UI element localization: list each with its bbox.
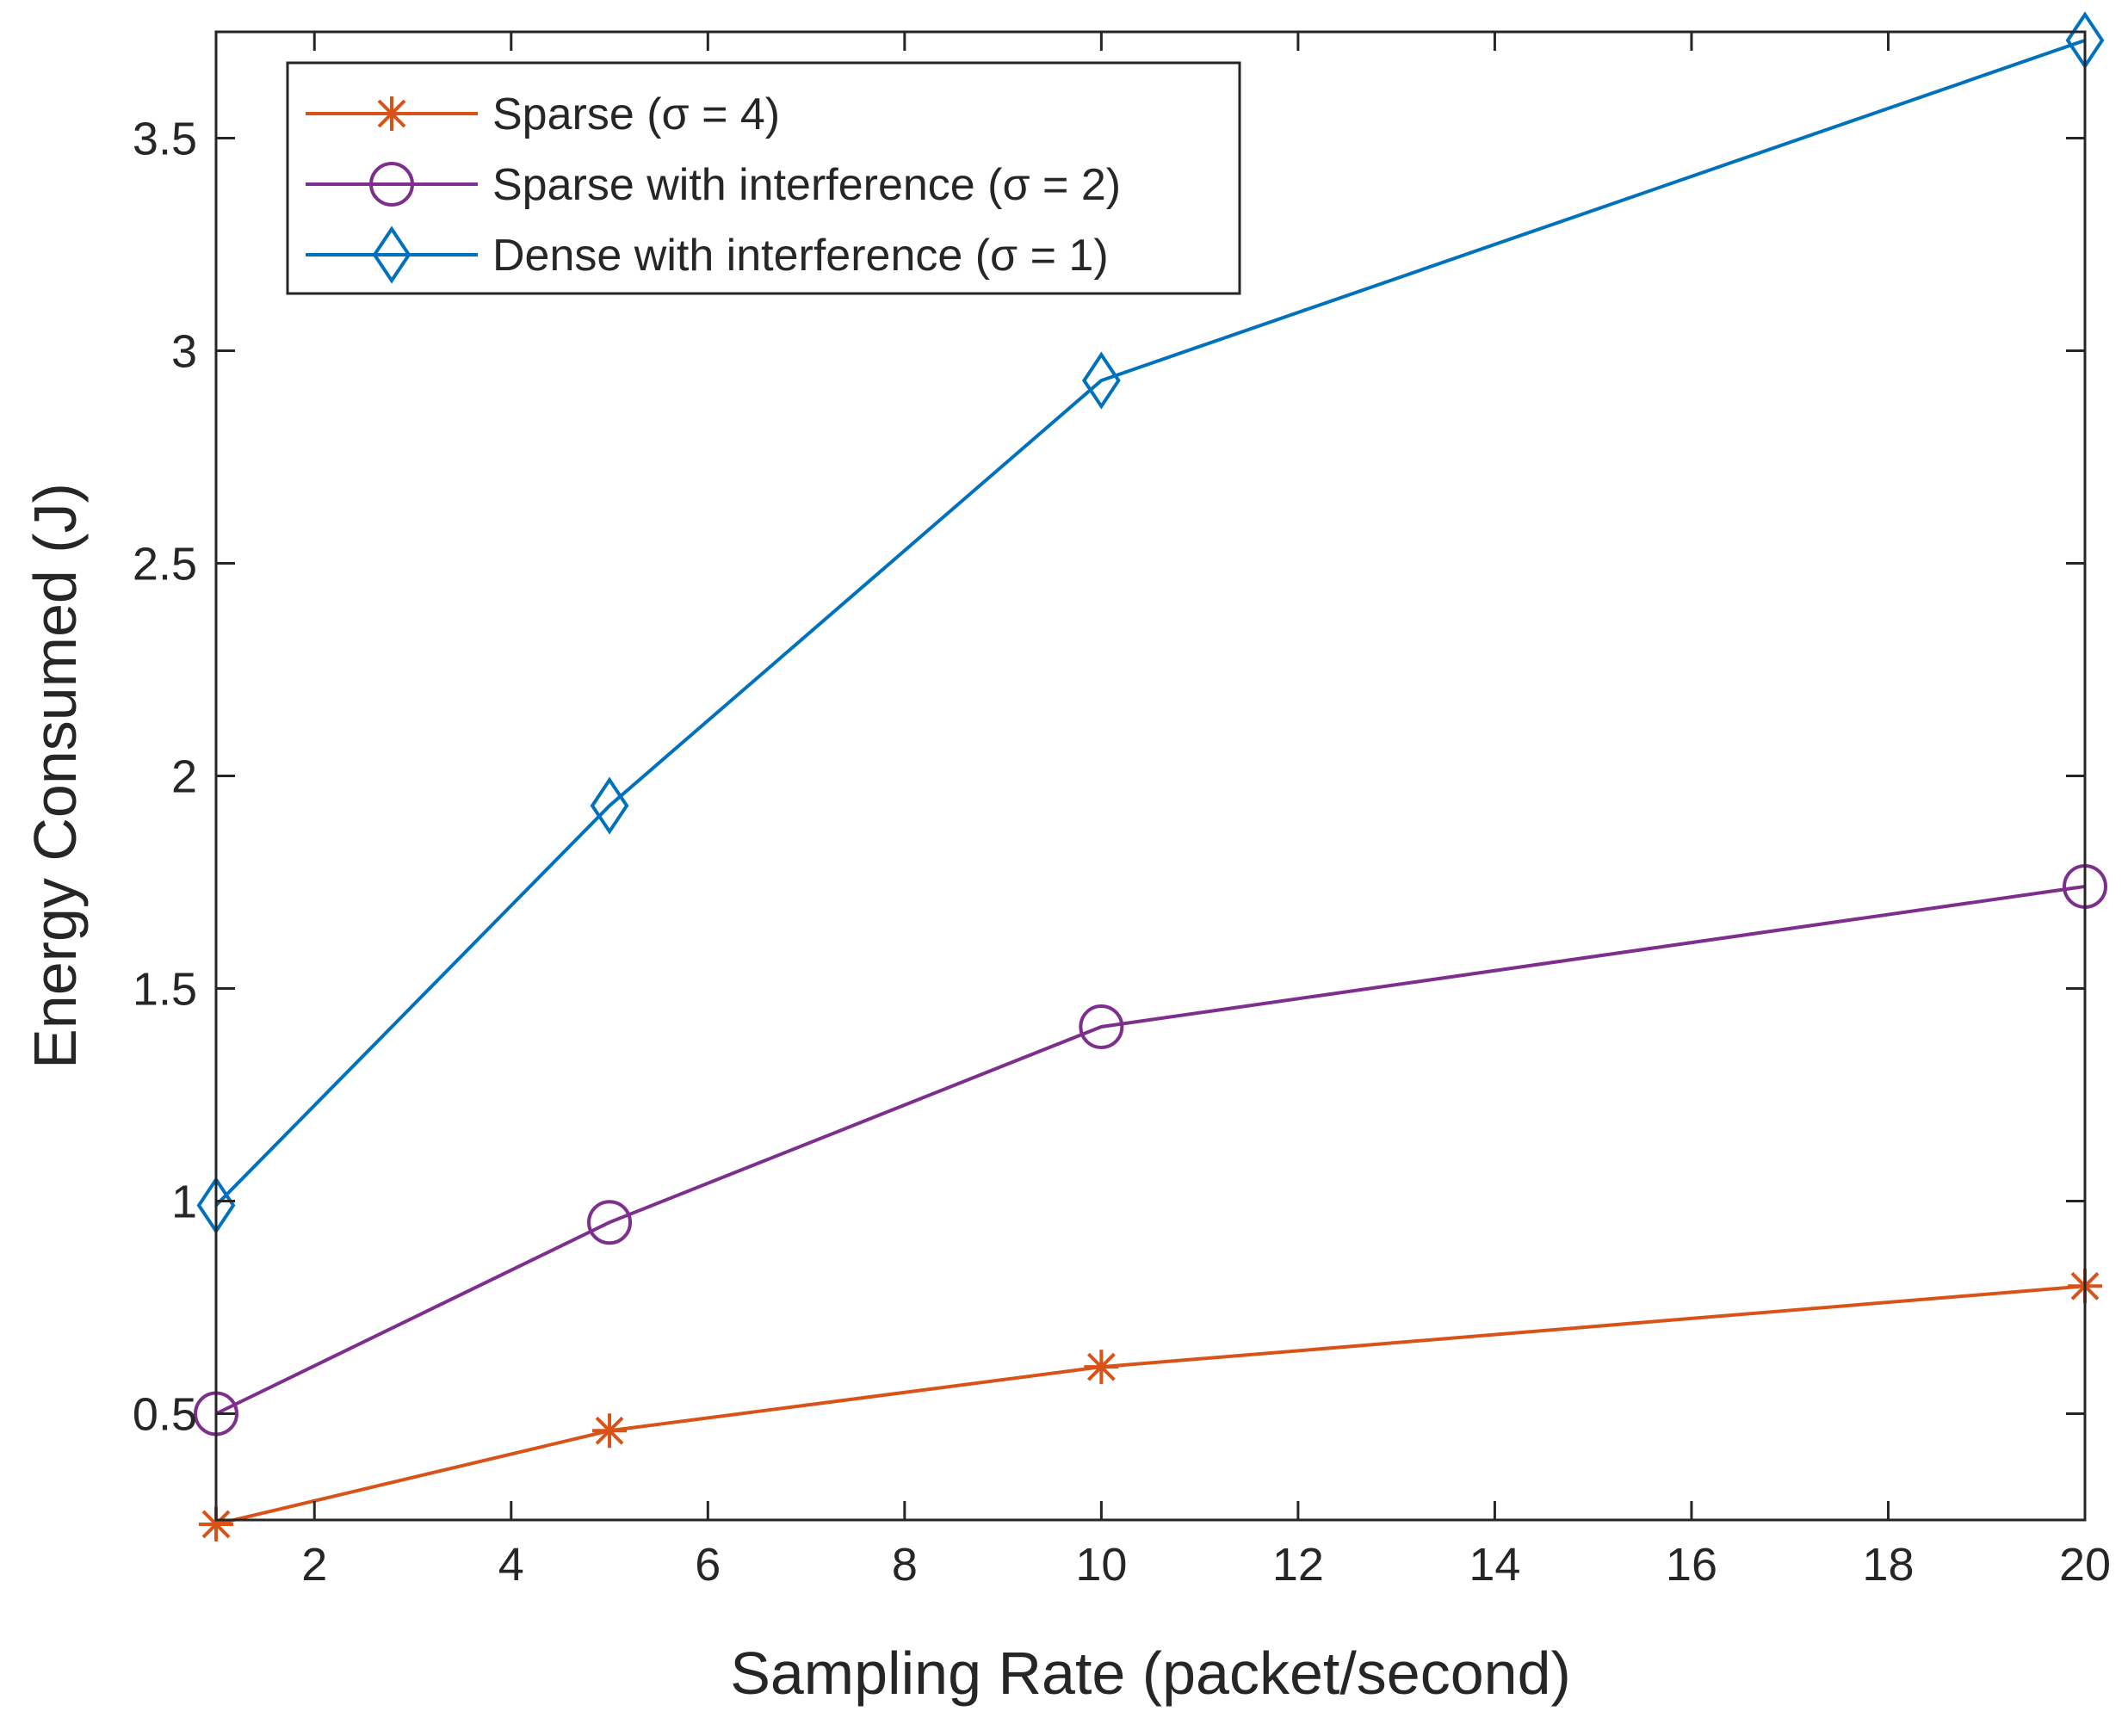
y-tick-label: 1.5 xyxy=(133,964,197,1016)
x-axis-label: Sampling Rate (packet/second) xyxy=(730,1640,1571,1707)
data-point-marker xyxy=(1084,1350,1119,1385)
y-tick-label: 1 xyxy=(171,1177,197,1228)
series-line xyxy=(214,38,2086,1207)
series-2 xyxy=(194,863,2107,1436)
series-line xyxy=(215,1284,2086,1526)
y-axis-label: Energy Consumed (J) xyxy=(22,483,89,1069)
data-point-marker xyxy=(372,225,411,284)
x-tick-label: 6 xyxy=(695,1539,721,1591)
data-point-marker xyxy=(592,1413,628,1449)
x-tick-label: 10 xyxy=(1075,1539,1127,1591)
legend-label: Sparse with interference (σ = 2) xyxy=(492,160,1121,210)
legend-item: Dense with interference (σ = 1) xyxy=(306,225,1109,284)
y-tick-label: 0.5 xyxy=(133,1389,197,1441)
y-tick-label: 2 xyxy=(171,751,197,803)
x-tick-label: 2 xyxy=(301,1539,327,1591)
x-tick-label: 12 xyxy=(1272,1539,1324,1591)
x-tick-label: 18 xyxy=(1862,1539,1914,1591)
legend-item: Sparse (σ = 4) xyxy=(306,90,780,139)
series-1 xyxy=(199,1269,2102,1541)
axes-layer: 2 4 6 8 10 12 14 16 18 20 0.5 1 1.5 2 2.5 3 3.5 xyxy=(133,30,2111,1591)
legend-label: Sparse (σ = 4) xyxy=(492,90,780,139)
x-tick-label: 14 xyxy=(1469,1539,1520,1591)
legend-item: Sparse with interference (σ = 2) xyxy=(306,160,1121,210)
x-tick-label: 20 xyxy=(2059,1539,2111,1591)
data-point-marker xyxy=(1079,1004,1124,1049)
data-point-marker xyxy=(374,96,409,131)
x-tick-label: 16 xyxy=(1666,1539,1717,1591)
y-tick-label: 2.5 xyxy=(133,539,197,590)
y-tick-label: 3.5 xyxy=(133,114,197,165)
data-point-marker xyxy=(1081,351,1121,410)
y-tick-label: 3 xyxy=(171,326,197,378)
legend-label: Dense with interference (σ = 1) xyxy=(492,231,1109,281)
x-tick-label: 8 xyxy=(892,1539,918,1591)
x-tick-label: 4 xyxy=(498,1539,524,1591)
data-point-marker xyxy=(590,776,629,835)
data-point-marker xyxy=(587,1200,633,1245)
series-line xyxy=(215,884,2086,1416)
legend: Sparse (σ = 4) Sparse with interference (… xyxy=(286,61,1241,295)
data-point-marker xyxy=(369,162,414,207)
